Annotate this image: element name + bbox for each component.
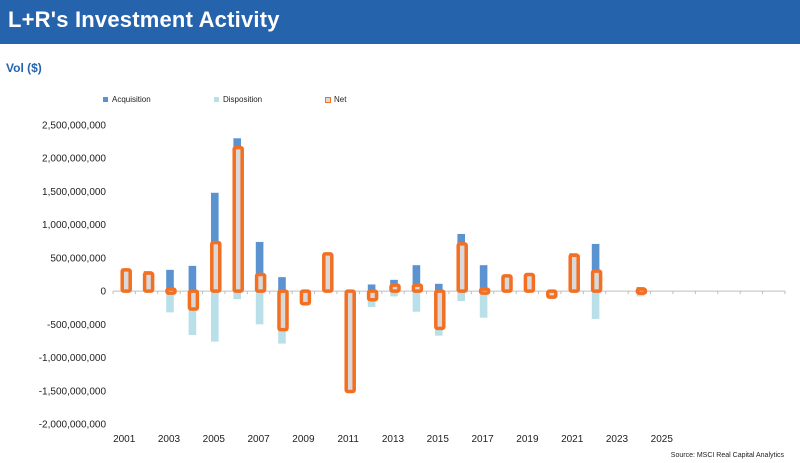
net-bar <box>322 252 334 293</box>
legend-label-acquisition: Acquisition <box>112 95 151 104</box>
net-bar <box>120 268 132 293</box>
net-bar <box>142 271 155 293</box>
y-tick-label: 1,500,000,000 <box>42 187 106 198</box>
legend-label-net: Net <box>334 95 347 104</box>
x-tick-label: 2003 <box>158 434 181 445</box>
y-tick-label: 2,000,000,000 <box>42 154 106 165</box>
acquisition-bar <box>188 265 197 292</box>
disposition-bar <box>188 291 197 335</box>
x-tick-label: 2023 <box>606 434 629 445</box>
y-tick-label: -1,500,000,000 <box>39 386 107 397</box>
x-tick-label: 2019 <box>516 434 539 445</box>
page-title: L+R's Investment Activity <box>8 7 280 32</box>
acquisition-bar <box>367 284 376 292</box>
net-bar <box>411 283 424 293</box>
net-bar <box>254 272 267 293</box>
net-bar <box>523 272 536 293</box>
y-tick-label: -2,000,000,000 <box>39 420 107 431</box>
net-bar <box>568 253 580 293</box>
x-tick-label: 2007 <box>247 434 270 445</box>
acquisition-bar <box>434 283 443 292</box>
y-tick-label: 2,500,000,000 <box>42 121 106 132</box>
net-bar <box>546 289 558 299</box>
net-bar <box>187 289 200 311</box>
acquisition-bar <box>591 243 600 292</box>
net-bar <box>344 289 356 394</box>
net-bar <box>501 274 513 293</box>
header-bar: L+R's Investment Activity <box>0 0 800 44</box>
disposition-bar <box>412 291 421 312</box>
x-tick-label: 2009 <box>292 434 315 445</box>
net-bar <box>299 289 312 306</box>
net-bar <box>232 145 244 293</box>
y-tick-label: 500,000,000 <box>50 253 106 264</box>
x-tick-label: 2025 <box>651 434 674 445</box>
y-tick-label: 1,000,000,000 <box>42 220 106 231</box>
y-tick-label: -500,000,000 <box>47 320 106 331</box>
net-bar <box>478 287 491 295</box>
net-bar <box>366 289 379 302</box>
x-tick-label: 2015 <box>427 434 450 445</box>
disposition-bar <box>255 291 264 325</box>
acquisition-bar <box>412 265 421 292</box>
x-tick-label: 2005 <box>203 434 226 445</box>
net-bar <box>210 240 222 293</box>
y-axis-title: Vol ($) <box>6 61 42 75</box>
acquisition-bar <box>255 241 264 292</box>
disposition-bar <box>457 291 466 302</box>
disposition-bar <box>166 291 174 313</box>
legend-label-disposition: Disposition <box>223 95 263 104</box>
acquisition-bar <box>278 277 286 292</box>
y-tick-label: -1,000,000,000 <box>39 353 107 364</box>
legend-swatch-net <box>325 97 331 103</box>
source-note: Source: MSCI Real Capital Analytics <box>670 452 784 459</box>
net-bar <box>277 289 289 332</box>
disposition-bar <box>390 291 398 297</box>
legend-swatch-disposition <box>214 97 219 102</box>
net-bar <box>590 269 603 293</box>
y-tick-label: 0 <box>100 287 106 298</box>
x-tick-label: 2001 <box>113 434 136 445</box>
net-bar <box>389 283 401 293</box>
x-tick-label: 2011 <box>337 434 359 445</box>
net-bar <box>434 289 446 331</box>
net-bar <box>165 287 177 295</box>
net-bar <box>456 242 468 293</box>
x-tick-label: 2021 <box>561 434 584 445</box>
legend-swatch-acquisition <box>103 97 108 102</box>
disposition-bar <box>591 291 600 320</box>
disposition-bar <box>479 291 488 318</box>
disposition-bar <box>233 291 242 300</box>
disposition-bar <box>210 291 219 342</box>
acquisition-bar <box>479 265 488 292</box>
x-tick-label: 2017 <box>471 434 494 445</box>
net-bar <box>635 287 648 295</box>
acquisition-bar <box>166 269 174 292</box>
x-tick-label: 2013 <box>382 434 405 445</box>
